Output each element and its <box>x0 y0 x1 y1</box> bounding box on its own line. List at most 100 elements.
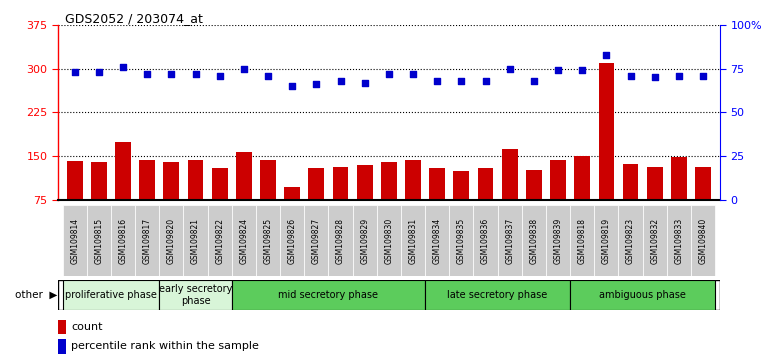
Text: GSM109817: GSM109817 <box>142 218 152 264</box>
Text: GSM109836: GSM109836 <box>481 218 490 264</box>
Point <box>359 80 371 85</box>
Bar <box>163 162 179 244</box>
Bar <box>647 167 662 244</box>
Bar <box>212 168 227 244</box>
Text: GSM109821: GSM109821 <box>191 218 200 264</box>
FancyBboxPatch shape <box>546 205 570 276</box>
Bar <box>598 63 614 244</box>
Bar <box>139 160 155 244</box>
Text: count: count <box>71 322 102 332</box>
FancyBboxPatch shape <box>304 205 329 276</box>
Bar <box>526 170 542 244</box>
FancyBboxPatch shape <box>667 205 691 276</box>
Point <box>648 75 661 80</box>
Text: GSM109819: GSM109819 <box>602 218 611 264</box>
FancyBboxPatch shape <box>256 205 280 276</box>
Bar <box>454 171 469 244</box>
Text: GSM109829: GSM109829 <box>360 218 369 264</box>
Bar <box>671 158 687 244</box>
FancyBboxPatch shape <box>232 205 256 276</box>
Point <box>166 71 178 77</box>
Text: GSM109816: GSM109816 <box>119 218 128 264</box>
Point <box>600 52 612 57</box>
Point <box>310 81 323 87</box>
Text: GSM109839: GSM109839 <box>554 218 563 264</box>
FancyBboxPatch shape <box>425 205 449 276</box>
Text: other  ▶: other ▶ <box>15 290 58 300</box>
Point <box>673 73 685 79</box>
Point <box>286 83 298 89</box>
Point <box>552 68 564 73</box>
Bar <box>284 187 300 244</box>
Text: GSM109840: GSM109840 <box>698 218 708 264</box>
Bar <box>236 152 252 244</box>
Bar <box>58 339 66 354</box>
FancyBboxPatch shape <box>474 205 497 276</box>
Text: ambiguous phase: ambiguous phase <box>599 290 686 300</box>
Text: GSM109815: GSM109815 <box>95 218 103 264</box>
FancyBboxPatch shape <box>135 205 159 276</box>
Text: proliferative phase: proliferative phase <box>65 290 157 300</box>
FancyBboxPatch shape <box>280 205 304 276</box>
Text: GSM109834: GSM109834 <box>433 218 442 264</box>
Point <box>407 71 419 77</box>
Text: GSM109826: GSM109826 <box>288 218 296 264</box>
Bar <box>551 160 566 244</box>
Text: GSM109838: GSM109838 <box>529 218 538 264</box>
Text: early secretory
phase: early secretory phase <box>159 284 233 306</box>
Point <box>69 69 81 75</box>
Point <box>189 71 202 77</box>
Text: GSM109822: GSM109822 <box>215 218 224 264</box>
Point <box>576 68 588 73</box>
FancyBboxPatch shape <box>401 205 425 276</box>
Bar <box>381 162 397 244</box>
Bar <box>58 320 66 334</box>
Bar <box>260 160 276 244</box>
Point <box>480 78 492 84</box>
Point <box>238 66 250 72</box>
Text: GSM109832: GSM109832 <box>650 218 659 264</box>
Bar <box>477 168 494 244</box>
FancyBboxPatch shape <box>425 280 570 310</box>
Text: late secretory phase: late secretory phase <box>447 290 547 300</box>
Text: GSM109814: GSM109814 <box>70 218 79 264</box>
Bar <box>333 167 348 244</box>
FancyBboxPatch shape <box>232 280 425 310</box>
Text: GSM109818: GSM109818 <box>578 218 587 264</box>
FancyBboxPatch shape <box>62 205 87 276</box>
Point <box>334 78 346 84</box>
Text: GSM109820: GSM109820 <box>167 218 176 264</box>
Text: GSM109828: GSM109828 <box>336 218 345 264</box>
Point <box>92 69 105 75</box>
Bar <box>695 167 711 244</box>
FancyBboxPatch shape <box>643 205 667 276</box>
FancyBboxPatch shape <box>522 205 546 276</box>
Bar <box>574 156 590 244</box>
FancyBboxPatch shape <box>449 205 474 276</box>
Text: GSM109830: GSM109830 <box>384 218 393 264</box>
FancyBboxPatch shape <box>111 205 135 276</box>
Bar <box>623 164 638 244</box>
Point <box>141 71 153 77</box>
FancyBboxPatch shape <box>159 205 183 276</box>
Bar <box>430 168 445 244</box>
FancyBboxPatch shape <box>497 205 522 276</box>
Text: GSM109835: GSM109835 <box>457 218 466 264</box>
Point <box>504 66 516 72</box>
Text: GSM109824: GSM109824 <box>239 218 249 264</box>
FancyBboxPatch shape <box>87 205 111 276</box>
FancyBboxPatch shape <box>377 205 401 276</box>
Point <box>431 78 444 84</box>
FancyBboxPatch shape <box>159 280 232 310</box>
FancyBboxPatch shape <box>208 205 232 276</box>
Point <box>455 78 467 84</box>
Bar <box>309 168 324 244</box>
Text: GSM109833: GSM109833 <box>675 218 683 264</box>
Point <box>117 64 129 70</box>
Text: mid secretory phase: mid secretory phase <box>279 290 378 300</box>
Text: GSM109825: GSM109825 <box>263 218 273 264</box>
Point <box>624 73 637 79</box>
FancyBboxPatch shape <box>353 205 377 276</box>
FancyBboxPatch shape <box>691 205 715 276</box>
Point <box>697 73 709 79</box>
